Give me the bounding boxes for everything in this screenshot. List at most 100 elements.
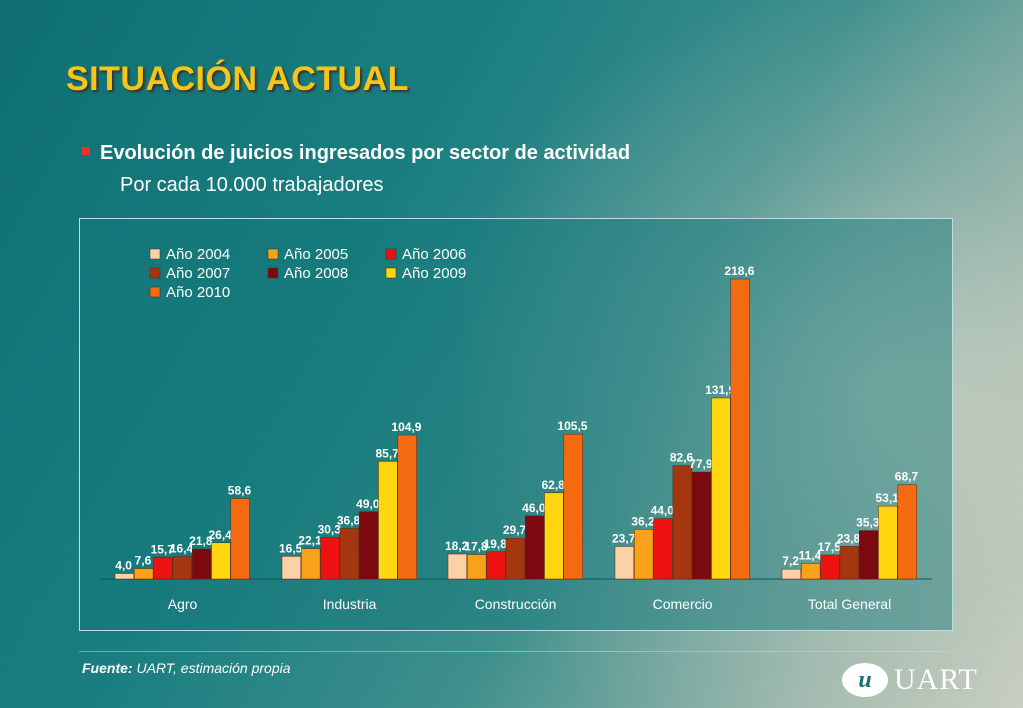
data-label: 17,8 — [464, 540, 488, 554]
legend-entry: Año 2006 — [402, 246, 466, 263]
bar — [653, 518, 673, 580]
bar — [191, 548, 212, 580]
legend-entry: Año 2009 — [402, 265, 466, 282]
data-label: 15,7 — [151, 542, 175, 556]
slide-title: SITUACIÓN ACTUAL — [66, 60, 409, 98]
data-label: 11,4 — [799, 548, 822, 562]
data-label: 104,9 — [391, 420, 421, 434]
bar — [397, 434, 417, 580]
data-label: 17,5 — [818, 540, 842, 554]
data-label: 19,8 — [484, 537, 508, 551]
chart-area: 4,0 7,6 15,7 16,4 21,8 26,4 58,6 Agro 16,5 22,1 30… — [79, 218, 953, 631]
chart-subtitle: Evolución de juicios ingresados por sect… — [100, 142, 631, 164]
category-label: Comercio — [653, 596, 713, 612]
footer-divider — [79, 651, 951, 652]
data-label: 30,3 — [318, 522, 342, 536]
data-label: 82,6 — [670, 451, 694, 465]
data-label: 105,5 — [557, 419, 587, 433]
source-label: Fuente: — [82, 660, 133, 676]
legend-swatch — [267, 248, 279, 260]
uart-logo-mark: u — [842, 663, 888, 697]
legend-entry: Año 2004 — [166, 246, 230, 263]
bar — [524, 515, 545, 580]
bar — [711, 397, 731, 580]
bullet-icon — [82, 147, 90, 155]
bar — [614, 546, 635, 580]
bar — [114, 573, 135, 580]
legend-swatch — [385, 267, 397, 279]
bar — [467, 554, 487, 580]
bar — [230, 498, 250, 580]
bar — [691, 471, 712, 580]
bar — [858, 530, 879, 580]
data-label: 77,9 — [689, 457, 713, 471]
bar — [378, 461, 398, 580]
bar — [634, 529, 654, 580]
data-label: 16,4 — [170, 541, 194, 555]
legend-entry: Año 2007 — [166, 265, 230, 282]
bar — [301, 548, 321, 580]
category-label: Total General — [808, 596, 891, 612]
data-label: 53,1 — [875, 491, 899, 505]
legend-swatch — [267, 267, 279, 279]
uart-logo: u UART — [842, 660, 978, 700]
bar — [447, 553, 468, 580]
data-label: 49,0 — [356, 497, 380, 511]
bar — [505, 537, 525, 580]
data-label: 36,8 — [337, 513, 361, 527]
chart-unit-note: Por cada 10.000 trabajadores — [120, 174, 384, 196]
category-label: Agro — [168, 596, 198, 612]
data-label: 218,6 — [724, 264, 754, 278]
bar — [672, 465, 692, 580]
bar — [320, 537, 340, 580]
data-label: 26,4 — [208, 528, 232, 542]
bar — [153, 557, 173, 580]
bar — [358, 511, 379, 580]
data-label: 18,2 — [445, 539, 469, 553]
bar — [820, 554, 840, 580]
data-label: 23,7 — [612, 531, 636, 545]
bar — [172, 556, 192, 580]
category-label: Industria — [323, 596, 377, 612]
data-label: 23,8 — [837, 531, 861, 545]
bar — [897, 484, 917, 580]
bar — [878, 505, 898, 580]
bar — [801, 563, 821, 580]
legend-swatch — [149, 286, 161, 298]
data-label: 68,7 — [895, 470, 919, 484]
bar — [211, 542, 231, 580]
uart-logo-text: UART — [894, 663, 978, 696]
data-label: 4,0 — [115, 559, 132, 573]
bar — [839, 546, 859, 580]
source-text: UART, estimación propia — [136, 660, 291, 676]
data-label: 85,7 — [375, 446, 399, 460]
legend-entry: Año 2005 — [284, 246, 348, 263]
bar — [544, 492, 564, 580]
bar — [486, 551, 506, 580]
bar — [781, 568, 802, 580]
legend-swatch — [385, 248, 397, 260]
data-label: 22,1 — [298, 534, 322, 548]
bar — [281, 556, 302, 580]
bar-chart: 4,0 7,615,716,421,826,4 58,6 Agro 16,522,130… — [100, 246, 932, 612]
legend-entry: Año 2008 — [284, 265, 348, 282]
bar — [339, 528, 359, 580]
data-label: 16,5 — [279, 541, 303, 555]
legend-entry: Año 2010 — [166, 284, 230, 301]
legend-swatch — [149, 267, 161, 279]
data-label: 58,6 — [228, 484, 252, 498]
data-label: 29,7 — [503, 523, 527, 537]
data-label: 131,9 — [705, 383, 735, 397]
data-label: 7,6 — [135, 554, 152, 568]
data-label: 21,8 — [189, 534, 213, 548]
data-label: 7,2 — [782, 554, 799, 568]
bar — [134, 568, 154, 580]
data-label: 62,8 — [541, 478, 565, 492]
legend-swatch — [149, 248, 161, 260]
data-label: 35,3 — [856, 516, 880, 530]
data-label: 36,2 — [631, 514, 655, 528]
category-label: Construcción — [475, 596, 557, 612]
data-label: 46,0 — [522, 501, 546, 515]
bar — [563, 433, 583, 580]
bar — [730, 278, 750, 580]
